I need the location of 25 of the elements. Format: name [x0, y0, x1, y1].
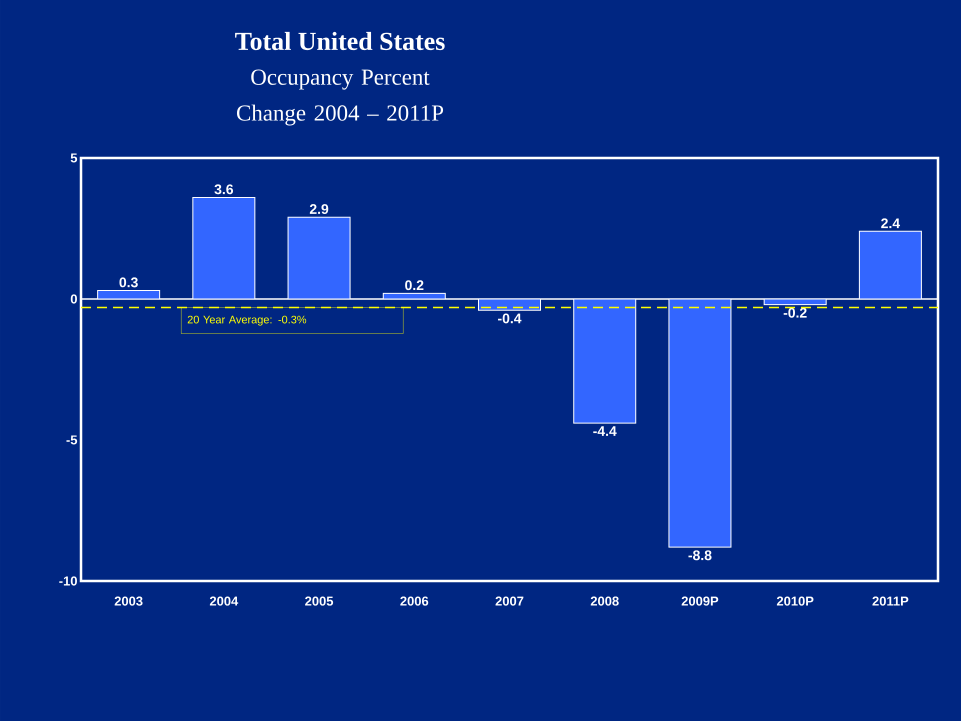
x-tick-label: 2005 — [305, 596, 334, 606]
y-tick-label: -10 — [59, 576, 77, 586]
data-label: 3.6 — [214, 184, 234, 194]
x-tick-label: 2004 — [210, 596, 238, 606]
chart-subtitle: Occupancy Percent Change 2004 – 2011P — [236, 70, 444, 126]
y-tick-label: -5 — [66, 435, 78, 444]
x-tick-label: 2011P — [872, 596, 908, 606]
ref-line-label: 20 Year Average: -0.3% — [188, 316, 306, 326]
data-label: -8.8 — [688, 550, 712, 560]
y-tick-label: 0 — [70, 294, 77, 304]
data-label: -0.4 — [498, 313, 522, 324]
data-label: -0.2 — [784, 308, 807, 318]
chart-title: Total United States — [235, 32, 445, 50]
x-tick-label: 2003 — [114, 596, 143, 606]
y-tick-label: 5 — [70, 153, 78, 162]
data-label: 0.3 — [119, 277, 138, 288]
x-tick-label: 2006 — [400, 596, 428, 606]
data-label: -4.4 — [593, 426, 617, 436]
x-tick-label: 2007 — [496, 596, 524, 606]
data-label: 0.2 — [405, 280, 424, 290]
x-tick-label: 2010P — [776, 596, 814, 606]
data-label: 2.4 — [881, 218, 900, 228]
x-tick-label: 2009P — [682, 596, 718, 606]
data-label: 2.9 — [310, 204, 328, 214]
x-tick-label: 2008 — [590, 596, 619, 606]
